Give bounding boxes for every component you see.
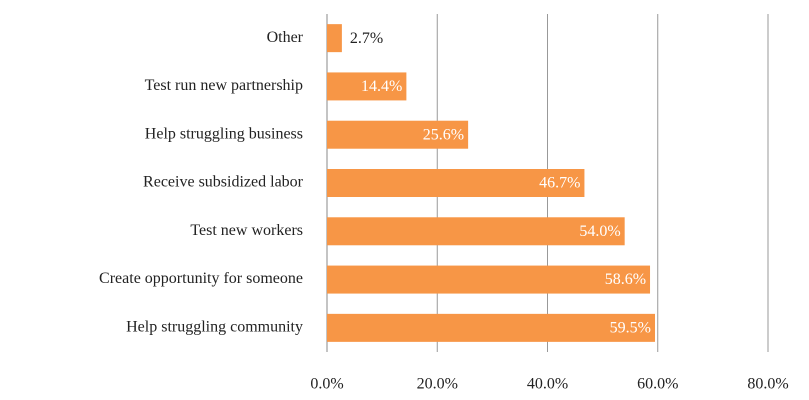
y-tick-label: Help struggling community bbox=[126, 319, 303, 336]
y-tick-label: Test run new partnership bbox=[145, 77, 303, 94]
y-tick-label: Create opportunity for someone bbox=[99, 270, 303, 287]
bar bbox=[327, 120, 469, 149]
data-label: 2.7% bbox=[350, 30, 383, 47]
bar bbox=[327, 24, 342, 53]
x-tick-label: 0.0% bbox=[310, 376, 343, 393]
bar bbox=[327, 217, 625, 246]
bar bbox=[327, 169, 585, 197]
data-label: 54.0% bbox=[579, 223, 620, 240]
bar bbox=[327, 72, 407, 101]
bar bbox=[327, 313, 655, 342]
x-tick-label: 60.0% bbox=[637, 376, 678, 393]
data-label: 59.5% bbox=[610, 320, 651, 337]
y-tick-label: Test new workers bbox=[190, 222, 303, 239]
y-tick-label: Receive subsidized labor bbox=[143, 174, 304, 191]
bar bbox=[327, 265, 651, 294]
x-tick-label: 40.0% bbox=[527, 376, 568, 393]
data-label: 25.6% bbox=[423, 126, 464, 143]
y-tick-label: Help struggling business bbox=[145, 125, 303, 142]
data-label: 58.6% bbox=[605, 271, 646, 288]
x-tick-label: 20.0% bbox=[417, 376, 458, 393]
y-tick-label: Other bbox=[267, 29, 304, 46]
x-tick-label: 80.0% bbox=[747, 376, 788, 393]
data-label: 46.7% bbox=[539, 175, 580, 192]
data-label: 14.4% bbox=[361, 78, 402, 95]
